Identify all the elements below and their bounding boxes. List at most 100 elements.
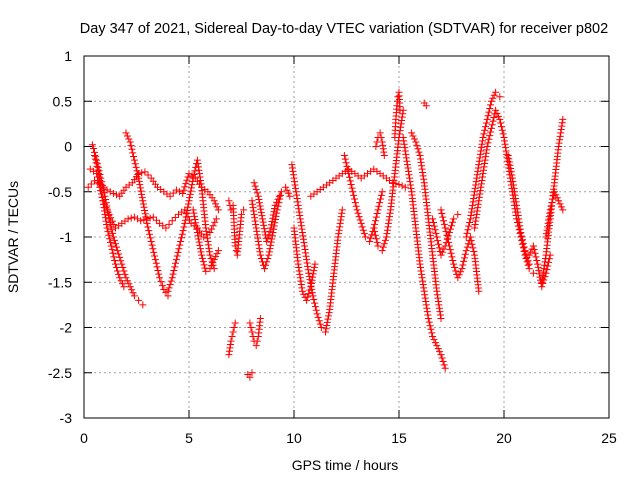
data-point [434, 345, 442, 353]
data-point [189, 206, 197, 214]
data-point [259, 215, 266, 223]
data-point [436, 311, 444, 319]
data-point [534, 263, 542, 271]
data-point [179, 227, 187, 235]
data-point [148, 241, 156, 249]
data-point [441, 364, 449, 372]
data-point [322, 328, 329, 336]
data-point [360, 230, 368, 238]
data-point [106, 235, 114, 243]
data-point [421, 294, 429, 302]
data-point [401, 144, 409, 152]
data-point [379, 145, 387, 153]
data-point [274, 202, 282, 210]
data-point [128, 145, 136, 153]
data-point [113, 264, 121, 272]
data-point [190, 212, 198, 220]
data-point [469, 198, 477, 206]
data-point [480, 166, 488, 174]
data-point [548, 199, 556, 207]
data-point [501, 137, 509, 145]
data-point [116, 253, 124, 261]
data-point [153, 263, 161, 271]
data-point [544, 262, 552, 270]
data-point [146, 230, 154, 238]
data-point [213, 203, 221, 211]
data-point [249, 204, 257, 212]
data-point [473, 174, 481, 182]
data-point [107, 242, 115, 250]
data-point [297, 277, 305, 285]
data-point [341, 155, 349, 163]
data-point [125, 135, 133, 143]
data-point [185, 197, 193, 205]
data-point [513, 205, 521, 213]
data-point [540, 261, 548, 269]
data-point [412, 138, 420, 146]
data-point [372, 213, 380, 221]
data-point [377, 191, 385, 199]
data-point [136, 181, 144, 189]
data-point [298, 225, 306, 233]
data-point [441, 242, 449, 250]
data-point [93, 162, 101, 170]
data-point [473, 171, 481, 179]
data-point [132, 163, 140, 171]
data-point [359, 226, 367, 234]
data-point [248, 328, 256, 336]
data-point [294, 198, 302, 206]
data-point [207, 254, 215, 262]
data-point [423, 308, 431, 316]
data-point [136, 184, 144, 192]
data-point [485, 135, 493, 143]
data-point [557, 129, 565, 137]
data-point [310, 267, 318, 275]
data-point [302, 252, 310, 260]
data-point [467, 237, 475, 245]
data-point [383, 226, 391, 234]
data-point [435, 244, 443, 252]
data-point [487, 101, 495, 109]
data-point [249, 200, 257, 208]
data-point [189, 177, 197, 185]
data-point [420, 287, 428, 295]
data-point [431, 226, 439, 234]
data-point [253, 189, 261, 197]
data-point [484, 112, 492, 120]
data-point [322, 325, 330, 333]
data-point [490, 114, 498, 122]
data-point [253, 227, 261, 235]
data-point [358, 223, 366, 231]
data-point [434, 294, 442, 302]
data-point [430, 222, 438, 230]
data-point [101, 210, 109, 218]
data-point [301, 245, 309, 253]
data-point [225, 351, 233, 359]
data-point [516, 225, 524, 233]
data-point [499, 130, 507, 138]
data-point [201, 264, 209, 272]
data-point [419, 169, 427, 177]
data-point [480, 130, 488, 138]
data-point [539, 279, 547, 287]
data-point [372, 235, 380, 243]
data-point [395, 181, 403, 189]
y-tick-label: 1 [64, 48, 72, 64]
data-point [106, 188, 114, 196]
data-point [145, 227, 153, 235]
data-point [348, 184, 356, 192]
data-point [299, 232, 307, 240]
data-point [143, 219, 151, 227]
data-point [204, 238, 212, 246]
data-point [437, 251, 445, 259]
data-point [541, 254, 549, 262]
data-point [340, 152, 348, 160]
data-point [556, 200, 564, 208]
data-point [135, 174, 143, 182]
data-point [504, 152, 512, 160]
data-point [258, 212, 266, 220]
data-point [151, 252, 159, 260]
data-point [112, 260, 119, 268]
data-point [383, 230, 391, 238]
data-point [268, 232, 276, 240]
